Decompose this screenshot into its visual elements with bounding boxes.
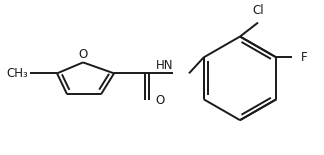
Text: F: F (300, 51, 307, 64)
Text: O: O (155, 94, 164, 107)
Text: CH₃: CH₃ (6, 67, 28, 80)
Text: HN: HN (156, 59, 173, 72)
Text: Cl: Cl (252, 4, 264, 17)
Text: O: O (78, 48, 88, 61)
